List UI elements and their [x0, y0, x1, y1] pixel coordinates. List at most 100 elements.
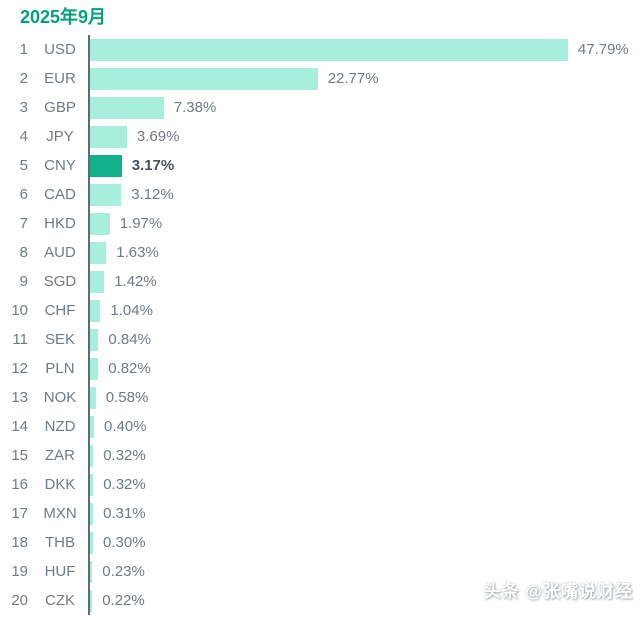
currency-code: THB: [45, 534, 75, 551]
rank-label: 19: [11, 563, 28, 580]
bar: [90, 560, 93, 583]
rank-label: 1: [19, 41, 28, 58]
chart-row: 6 CAD 3.12%: [0, 180, 640, 209]
bar: [90, 415, 94, 438]
value-label: 1.42%: [114, 273, 157, 290]
chart-row: 5 CNY 3.17%: [0, 151, 640, 180]
chart-row: 13 NOK 0.58%: [0, 383, 640, 412]
bar-zone: 3.69%: [88, 122, 640, 151]
rank-label: 18: [11, 534, 28, 551]
chart-row: 2 EUR 22.77%: [0, 64, 640, 93]
rank-label: 14: [11, 418, 28, 435]
bar-zone: 0.22%: [88, 586, 640, 615]
bar-chart: 1 USD 47.79% 2 EUR 22.77% 3 GBP 7.38% 4 …: [0, 35, 640, 615]
bar: [90, 241, 107, 264]
currency-code: NOK: [43, 389, 77, 406]
currency-code: CZK: [45, 592, 75, 609]
chart-row: 11 SEK 0.84%: [0, 325, 640, 354]
chart-row: 3 GBP 7.38%: [0, 93, 640, 122]
chart-row: 12 PLN 0.82%: [0, 354, 640, 383]
currency-code: ZAR: [45, 447, 75, 464]
value-label: 7.38%: [173, 99, 217, 116]
bar-zone: 0.40%: [88, 412, 640, 441]
chart-row: 19 HUF 0.23%: [0, 557, 640, 586]
value-label: 47.79%: [577, 41, 629, 58]
currency-code: EUR: [44, 70, 76, 87]
value-label: 1.63%: [116, 244, 159, 261]
rank-label: 17: [11, 505, 28, 522]
chart-row: 17 MXN 0.31%: [0, 499, 640, 528]
bar-zone: 0.31%: [88, 499, 640, 528]
rank-label: 3: [19, 99, 28, 116]
currency-code: AUD: [44, 244, 76, 261]
currency-code: DKK: [44, 476, 76, 493]
bar-zone: 47.79%: [88, 35, 640, 64]
currency-code: HKD: [44, 215, 76, 232]
currency-code: CNY: [44, 157, 76, 174]
bar: [90, 502, 94, 525]
value-label: 0.30%: [103, 534, 146, 551]
bar: [90, 473, 94, 496]
value-label: 3.69%: [136, 128, 180, 145]
rank-label: 13: [11, 389, 28, 406]
bar-zone: 7.38%: [88, 93, 640, 122]
currency-code: CHF: [44, 302, 76, 319]
value-label: 0.84%: [108, 331, 151, 348]
value-label: 0.32%: [103, 476, 146, 493]
chart-row: 18 THB 0.30%: [0, 528, 640, 557]
bar-zone: 0.32%: [88, 441, 640, 470]
value-label: 0.82%: [108, 360, 151, 377]
bar: [90, 96, 164, 119]
bar-zone: 3.17%: [88, 151, 640, 180]
bar-zone: 1.42%: [88, 267, 640, 296]
rank-label: 16: [11, 476, 28, 493]
chart-row: 14 NZD 0.40%: [0, 412, 640, 441]
bar: [90, 270, 105, 293]
value-label: 0.32%: [103, 447, 146, 464]
value-label: 0.23%: [102, 563, 145, 580]
bar: [90, 531, 93, 554]
bar-zone: 0.82%: [88, 354, 640, 383]
bar: [90, 183, 122, 206]
currency-code: NZD: [44, 418, 76, 435]
bar-zone: 1.97%: [88, 209, 640, 238]
chart-row: 8 AUD 1.63%: [0, 238, 640, 267]
value-label: 0.31%: [103, 505, 146, 522]
bar: [90, 589, 93, 612]
value-label: 0.58%: [105, 389, 149, 406]
rank-label: 15: [11, 447, 28, 464]
currency-code: SGD: [43, 273, 77, 290]
bar-zone: 0.23%: [88, 557, 640, 586]
bar: [90, 67, 318, 90]
currency-code: GBP: [44, 99, 76, 116]
watermark: 头条 @张嘴说财经: [483, 582, 633, 601]
value-label: 1.04%: [110, 302, 153, 319]
chart-row: 20 CZK 0.22%: [0, 586, 640, 615]
rank-label: 7: [19, 215, 28, 232]
value-label: 1.97%: [119, 215, 163, 232]
bar: [90, 386, 96, 409]
bar: [90, 125, 127, 148]
rank-label: 9: [19, 273, 28, 290]
currency-code: CAD: [44, 186, 76, 203]
bar: [90, 328, 99, 351]
bar-zone: 1.63%: [88, 238, 640, 267]
rank-label: 4: [19, 128, 28, 145]
bar: [90, 38, 568, 61]
chart-row: 16 DKK 0.32%: [0, 470, 640, 499]
bar-zone: 0.32%: [88, 470, 640, 499]
rank-label: 8: [19, 244, 28, 261]
value-label: 3.17%: [131, 157, 175, 174]
chart-row: 4 JPY 3.69%: [0, 122, 640, 151]
rank-label: 5: [19, 157, 28, 174]
currency-code: USD: [44, 41, 76, 58]
chart-title: 2025年9月: [20, 7, 107, 27]
bar-zone: 0.58%: [88, 383, 640, 412]
currency-code: JPY: [46, 128, 74, 145]
bar-zone: 0.84%: [88, 325, 640, 354]
bar: [90, 212, 110, 235]
rank-label: 12: [11, 360, 28, 377]
chart-row: 10 CHF 1.04%: [0, 296, 640, 325]
bar-zone: 1.04%: [88, 296, 640, 325]
